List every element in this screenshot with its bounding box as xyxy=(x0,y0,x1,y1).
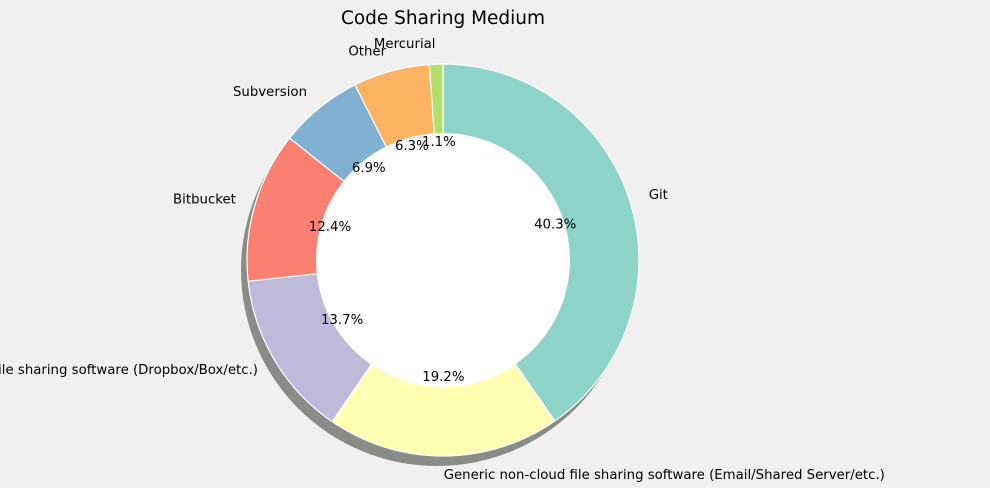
slice-label-mercurial: Mercurial xyxy=(374,37,436,52)
donut-center-hole xyxy=(316,133,570,387)
slice-label-git: Git xyxy=(649,188,668,203)
chart-title: Code Sharing Medium xyxy=(341,8,545,29)
slice-label-bitbucket: Bitbucket xyxy=(173,193,236,208)
slice-label-other: Other xyxy=(348,45,386,60)
slice-label-generic-non-cloud-file-sharing-software-email-shared-server-etc: Generic non-cloud file sharing software … xyxy=(444,468,885,483)
slice-percent-subversion: 6.9% xyxy=(352,161,386,176)
slice-label-subversion: Subversion xyxy=(233,85,307,100)
slice-percent-other: 6.3% xyxy=(395,139,429,154)
slice-percent-bitbucket: 12.4% xyxy=(309,220,351,235)
slice-percent-mercurial: 1.1% xyxy=(422,135,456,150)
slice-label-generic-cloud-file-sharing-software-dropbox-box-etc: Generic cloud file sharing software (Dro… xyxy=(0,363,258,378)
slice-percent-generic-cloud-file-sharing-software-dropbox-box-etc: 13.7% xyxy=(321,313,363,328)
slice-percent-labels: 40.3% 19.2% 13.7% 12.4% 6.9% 6.3%1.1% xyxy=(309,135,576,385)
slice-labels: Git Generic non-cloud file sharing softwa… xyxy=(0,37,885,483)
slice-percent-git: 40.3% xyxy=(534,217,576,232)
slice-percent-generic-non-cloud-file-sharing-software-email-shared-server-etc: 19.2% xyxy=(422,370,464,385)
